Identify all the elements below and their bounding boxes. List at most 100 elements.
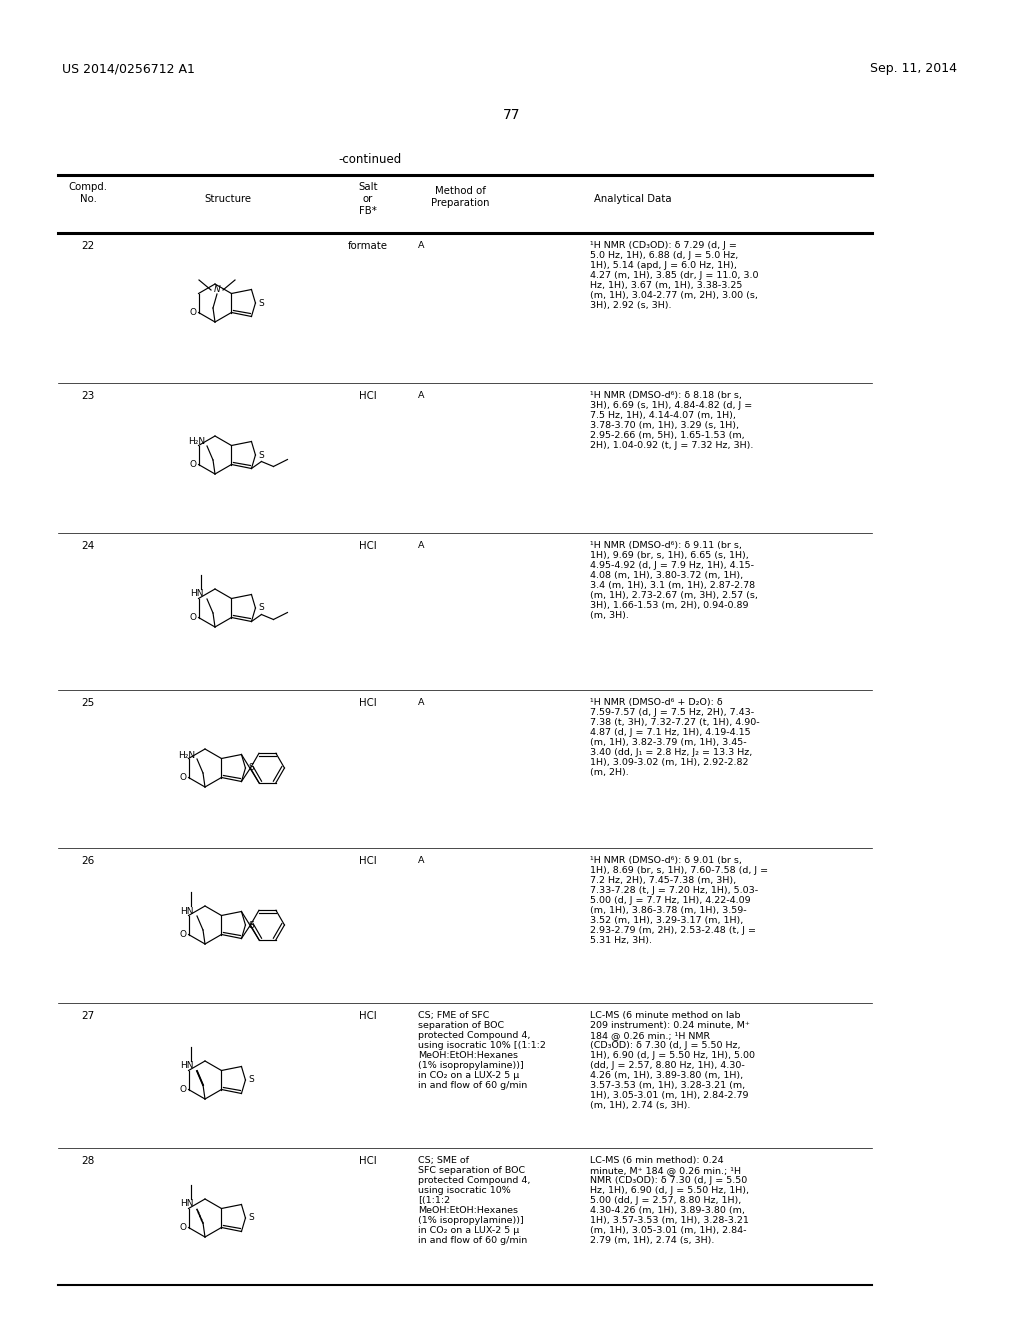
Text: O: O	[179, 774, 186, 781]
Text: using isocratic 10% [(1:1:2: using isocratic 10% [(1:1:2	[418, 1041, 546, 1049]
Text: S: S	[259, 603, 264, 612]
Text: LC-MS (6 minute method on lab: LC-MS (6 minute method on lab	[590, 1011, 740, 1020]
Text: HN: HN	[190, 590, 204, 598]
Text: 1H), 6.90 (d, J = 5.50 Hz, 1H), 5.00: 1H), 6.90 (d, J = 5.50 Hz, 1H), 5.00	[590, 1051, 755, 1060]
Text: HCl: HCl	[359, 698, 377, 708]
Text: 1H), 3.09-3.02 (m, 1H), 2.92-2.82: 1H), 3.09-3.02 (m, 1H), 2.92-2.82	[590, 758, 749, 767]
Text: formate: formate	[348, 242, 388, 251]
Text: (m, 1H), 2.73-2.67 (m, 3H), 2.57 (s,: (m, 1H), 2.73-2.67 (m, 3H), 2.57 (s,	[590, 591, 758, 601]
Text: 4.95-4.92 (d, J = 7.9 Hz, 1H), 4.15-: 4.95-4.92 (d, J = 7.9 Hz, 1H), 4.15-	[590, 561, 754, 570]
Text: 1H), 5.14 (apd, J = 6.0 Hz, 1H),: 1H), 5.14 (apd, J = 6.0 Hz, 1H),	[590, 261, 737, 271]
Text: S: S	[249, 920, 254, 929]
Text: MeOH:EtOH:Hexanes: MeOH:EtOH:Hexanes	[418, 1051, 518, 1060]
Text: Structure: Structure	[205, 194, 252, 205]
Text: [(1:1:2: [(1:1:2	[418, 1196, 451, 1205]
Text: Compd.: Compd.	[69, 182, 108, 191]
Text: 7.5 Hz, 1H), 4.14-4.07 (m, 1H),: 7.5 Hz, 1H), 4.14-4.07 (m, 1H),	[590, 411, 736, 420]
Text: 1H), 9.69 (br, s, 1H), 6.65 (s, 1H),: 1H), 9.69 (br, s, 1H), 6.65 (s, 1H),	[590, 550, 749, 560]
Text: 5.00 (dd, J = 2.57, 8.80 Hz, 1H),: 5.00 (dd, J = 2.57, 8.80 Hz, 1H),	[590, 1196, 741, 1205]
Text: 209 instrument): 0.24 minute, M⁺: 209 instrument): 0.24 minute, M⁺	[590, 1020, 750, 1030]
Text: A: A	[418, 855, 425, 865]
Text: 25: 25	[81, 698, 94, 708]
Text: 7.33-7.28 (t, J = 7.20 Hz, 1H), 5.03-: 7.33-7.28 (t, J = 7.20 Hz, 1H), 5.03-	[590, 886, 758, 895]
Text: 22: 22	[81, 242, 94, 251]
Text: SFC separation of BOC: SFC separation of BOC	[418, 1166, 525, 1175]
Text: US 2014/0256712 A1: US 2014/0256712 A1	[62, 62, 195, 75]
Text: A: A	[418, 391, 425, 400]
Text: O: O	[189, 459, 196, 469]
Text: S: S	[249, 1213, 254, 1222]
Text: S: S	[249, 763, 254, 772]
Text: (m, 1H), 3.86-3.78 (m, 1H), 3.59-: (m, 1H), 3.86-3.78 (m, 1H), 3.59-	[590, 906, 746, 915]
Text: O: O	[179, 1224, 186, 1232]
Text: O: O	[179, 1085, 186, 1094]
Text: 3H), 6.69 (s, 1H), 4.84-4.82 (d, J =: 3H), 6.69 (s, 1H), 4.84-4.82 (d, J =	[590, 401, 753, 411]
Text: 184 @ 0.26 min.; ¹H NMR: 184 @ 0.26 min.; ¹H NMR	[590, 1031, 710, 1040]
Text: O: O	[189, 308, 196, 317]
Text: HN: HN	[180, 907, 194, 916]
Text: in CO₂ on a LUX-2 5 µ: in CO₂ on a LUX-2 5 µ	[418, 1226, 519, 1236]
Text: separation of BOC: separation of BOC	[418, 1020, 504, 1030]
Text: S: S	[259, 298, 264, 308]
Text: 1H), 8.69 (br, s, 1H), 7.60-7.58 (d, J =: 1H), 8.69 (br, s, 1H), 7.60-7.58 (d, J =	[590, 866, 768, 875]
Text: 5.31 Hz, 3H).: 5.31 Hz, 3H).	[590, 936, 652, 945]
Text: 3H), 2.92 (s, 3H).: 3H), 2.92 (s, 3H).	[590, 301, 672, 310]
Text: O: O	[189, 612, 196, 622]
Text: (1% isopropylamine))]: (1% isopropylamine))]	[418, 1216, 523, 1225]
Text: 5.00 (d, J = 7.7 Hz, 1H), 4.22-4.09: 5.00 (d, J = 7.7 Hz, 1H), 4.22-4.09	[590, 896, 751, 906]
Text: HCl: HCl	[359, 1156, 377, 1166]
Text: HCl: HCl	[359, 541, 377, 550]
Text: Sep. 11, 2014: Sep. 11, 2014	[870, 62, 957, 75]
Text: HN: HN	[180, 1061, 194, 1071]
Text: HCl: HCl	[359, 855, 377, 866]
Text: ¹H NMR (CD₃OD): δ 7.29 (d, J =: ¹H NMR (CD₃OD): δ 7.29 (d, J =	[590, 242, 737, 249]
Text: N: N	[214, 285, 220, 293]
Text: 1H), 3.05-3.01 (m, 1H), 2.84-2.79: 1H), 3.05-3.01 (m, 1H), 2.84-2.79	[590, 1092, 749, 1100]
Text: 3.40 (dd, J₁ = 2.8 Hz, J₂ = 13.3 Hz,: 3.40 (dd, J₁ = 2.8 Hz, J₂ = 13.3 Hz,	[590, 748, 753, 756]
Text: Hz, 1H), 3.67 (m, 1H), 3.38-3.25: Hz, 1H), 3.67 (m, 1H), 3.38-3.25	[590, 281, 742, 290]
Text: 3.4 (m, 1H), 3.1 (m, 1H), 2.87-2.78: 3.4 (m, 1H), 3.1 (m, 1H), 2.87-2.78	[590, 581, 755, 590]
Text: S: S	[259, 450, 264, 459]
Text: CS; SME of: CS; SME of	[418, 1156, 469, 1166]
Text: HCl: HCl	[359, 1011, 377, 1020]
Text: 28: 28	[81, 1156, 94, 1166]
Text: 2H), 1.04-0.92 (t, J = 7.32 Hz, 3H).: 2H), 1.04-0.92 (t, J = 7.32 Hz, 3H).	[590, 441, 754, 450]
Text: HN: HN	[180, 1200, 194, 1209]
Text: protected Compound 4,: protected Compound 4,	[418, 1031, 530, 1040]
Text: FB*: FB*	[359, 206, 377, 216]
Text: protected Compound 4,: protected Compound 4,	[418, 1176, 530, 1185]
Text: (dd, J = 2.57, 8.80 Hz, 1H), 4.30-: (dd, J = 2.57, 8.80 Hz, 1H), 4.30-	[590, 1061, 744, 1071]
Text: 7.38 (t, 3H), 7.32-7.27 (t, 1H), 4.90-: 7.38 (t, 3H), 7.32-7.27 (t, 1H), 4.90-	[590, 718, 760, 727]
Text: in and flow of 60 g/min: in and flow of 60 g/min	[418, 1081, 527, 1090]
Text: LC-MS (6 min method): 0.24: LC-MS (6 min method): 0.24	[590, 1156, 724, 1166]
Text: O: O	[179, 931, 186, 939]
Text: 4.08 (m, 1H), 3.80-3.72 (m, 1H),: 4.08 (m, 1H), 3.80-3.72 (m, 1H),	[590, 572, 743, 579]
Text: Analytical Data: Analytical Data	[594, 194, 672, 205]
Text: 24: 24	[81, 541, 94, 550]
Text: H₂N: H₂N	[188, 437, 206, 446]
Text: 7.2 Hz, 2H), 7.45-7.38 (m, 3H),: 7.2 Hz, 2H), 7.45-7.38 (m, 3H),	[590, 876, 736, 884]
Text: 4.26 (m, 1H), 3.89-3.80 (m, 1H),: 4.26 (m, 1H), 3.89-3.80 (m, 1H),	[590, 1071, 743, 1080]
Text: H₂N: H₂N	[178, 751, 196, 759]
Text: ¹H NMR (DMSO-d⁶): δ 9.11 (br s,: ¹H NMR (DMSO-d⁶): δ 9.11 (br s,	[590, 541, 741, 550]
Text: 2.79 (m, 1H), 2.74 (s, 3H).: 2.79 (m, 1H), 2.74 (s, 3H).	[590, 1236, 715, 1245]
Text: Salt: Salt	[358, 182, 378, 191]
Text: HCl: HCl	[359, 391, 377, 401]
Text: Hz, 1H), 6.90 (d, J = 5.50 Hz, 1H),: Hz, 1H), 6.90 (d, J = 5.50 Hz, 1H),	[590, 1185, 749, 1195]
Text: ¹H NMR (DMSO-d⁶): δ 8.18 (br s,: ¹H NMR (DMSO-d⁶): δ 8.18 (br s,	[590, 391, 741, 400]
Text: CS; FME of SFC: CS; FME of SFC	[418, 1011, 489, 1020]
Text: 7.59-7.57 (d, J = 7.5 Hz, 2H), 7.43-: 7.59-7.57 (d, J = 7.5 Hz, 2H), 7.43-	[590, 708, 754, 717]
Text: 77: 77	[503, 108, 521, 121]
Text: in and flow of 60 g/min: in and flow of 60 g/min	[418, 1236, 527, 1245]
Text: 2.93-2.79 (m, 2H), 2.53-2.48 (t, J =: 2.93-2.79 (m, 2H), 2.53-2.48 (t, J =	[590, 927, 756, 935]
Text: 3H), 1.66-1.53 (m, 2H), 0.94-0.89: 3H), 1.66-1.53 (m, 2H), 0.94-0.89	[590, 601, 749, 610]
Text: (m, 1H), 2.74 (s, 3H).: (m, 1H), 2.74 (s, 3H).	[590, 1101, 690, 1110]
Text: (1% isopropylamine))]: (1% isopropylamine))]	[418, 1061, 523, 1071]
Text: 26: 26	[81, 855, 94, 866]
Text: Method of: Method of	[434, 186, 485, 195]
Text: 5.0 Hz, 1H), 6.88 (d, J = 5.0 Hz,: 5.0 Hz, 1H), 6.88 (d, J = 5.0 Hz,	[590, 251, 738, 260]
Text: (m, 1H), 3.82-3.79 (m, 1H), 3.45-: (m, 1H), 3.82-3.79 (m, 1H), 3.45-	[590, 738, 746, 747]
Text: 3.78-3.70 (m, 1H), 3.29 (s, 1H),: 3.78-3.70 (m, 1H), 3.29 (s, 1H),	[590, 421, 739, 430]
Text: 4.27 (m, 1H), 3.85 (dr, J = 11.0, 3.0: 4.27 (m, 1H), 3.85 (dr, J = 11.0, 3.0	[590, 271, 759, 280]
Text: NMR (CD₃OD): δ 7.30 (d, J = 5.50: NMR (CD₃OD): δ 7.30 (d, J = 5.50	[590, 1176, 748, 1185]
